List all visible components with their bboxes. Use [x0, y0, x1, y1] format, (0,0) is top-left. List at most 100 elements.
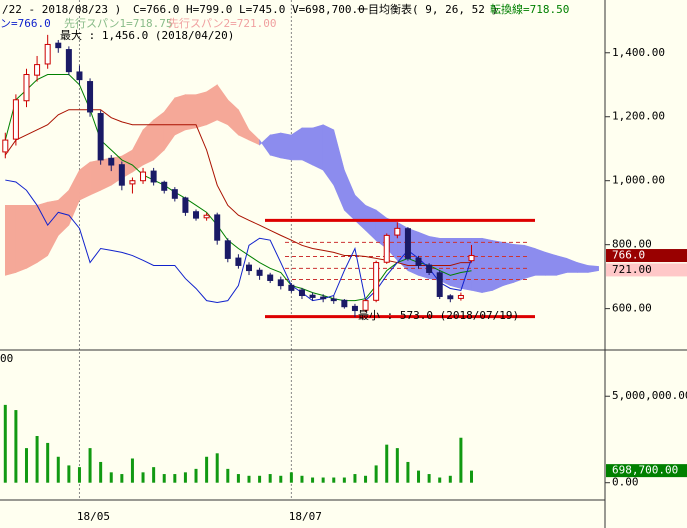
volume-bar	[236, 474, 240, 483]
candle-body	[161, 181, 168, 191]
y-tick-label: 600.00	[612, 302, 652, 315]
volume-bar	[46, 442, 50, 483]
volume-bar	[56, 456, 60, 483]
cloud-segment	[524, 244, 536, 279]
cloud-segment	[481, 237, 493, 294]
volume-bar	[385, 444, 389, 483]
volume-bar	[14, 410, 18, 483]
volume-bar	[353, 474, 357, 483]
candle-body	[129, 180, 136, 185]
cloud-segment	[195, 91, 207, 129]
candle-body	[362, 300, 369, 311]
candle-body	[468, 255, 475, 262]
x-tick-label: 18/07	[289, 510, 322, 523]
volume-bar	[459, 437, 463, 483]
candle-body	[309, 294, 316, 298]
volume-bar	[279, 475, 283, 483]
candle-body	[298, 289, 305, 297]
candle-body	[44, 43, 51, 65]
cloud-segment	[513, 244, 525, 283]
volume-bar	[120, 474, 124, 483]
volume-tag	[606, 464, 687, 478]
cloud-segment	[587, 265, 599, 273]
volume-bar	[395, 448, 399, 483]
volume-bar	[342, 477, 346, 483]
header-indicator: 一目均衡表( 9, 26, 52 )	[357, 2, 498, 16]
candle-body	[2, 139, 9, 153]
cloud-segment	[555, 255, 568, 276]
candle-body	[108, 157, 115, 166]
volume-tick-label: 0.00	[612, 476, 639, 489]
cloud-segment	[36, 201, 48, 264]
volume-bar	[417, 470, 421, 483]
candle-body	[55, 42, 62, 49]
candle-body	[97, 113, 104, 161]
candle-body	[140, 171, 147, 182]
candle-body	[203, 214, 210, 219]
cloud-segment	[206, 84, 218, 126]
volume-bar	[226, 468, 230, 483]
volume-bar	[130, 458, 134, 483]
volume-bar	[205, 456, 209, 483]
candle-body	[404, 228, 411, 259]
volume-bar	[152, 467, 156, 483]
annotation-max: 最大 : 1,456.0 (2018/04/20)	[60, 28, 234, 42]
price-tag	[606, 263, 687, 277]
cloud-segment	[312, 124, 324, 171]
candle-body	[214, 214, 221, 241]
candle-body	[383, 234, 390, 263]
candle-body	[436, 272, 443, 297]
cloud-segment	[545, 251, 557, 276]
candle-body	[267, 274, 274, 281]
volume-bar	[173, 474, 177, 483]
volume-bar	[438, 477, 442, 483]
y-tick-label: 1,400.00	[612, 46, 665, 59]
price-tag-label: 766.0	[612, 249, 645, 262]
price-tag-label: 721.00	[612, 263, 652, 276]
y-tick-label: 1,000.00	[612, 174, 665, 187]
volume-bar	[183, 472, 187, 483]
candle-body	[12, 99, 19, 140]
candle-body	[171, 189, 178, 199]
volume-bar	[289, 472, 293, 483]
volume-bar	[364, 475, 368, 483]
volume-bar	[99, 461, 103, 483]
volume-bar	[374, 465, 378, 483]
y-tick-label: 1,200.00	[612, 110, 665, 123]
candle-body	[426, 264, 433, 273]
volume-bar	[448, 475, 452, 483]
candle-body	[224, 240, 231, 259]
candle-body	[76, 71, 83, 81]
indicator-line	[4, 74, 472, 302]
candle-body	[118, 164, 125, 186]
volume-bar	[321, 477, 325, 483]
volume-bar	[268, 474, 272, 483]
candle-body	[373, 262, 380, 301]
candle-body	[23, 74, 30, 102]
candle-body	[447, 295, 454, 300]
header-range: /22 - 2018/08/23 )	[2, 3, 121, 16]
volume-bar	[109, 472, 113, 483]
volume-bar	[427, 474, 431, 483]
cloud-segment	[492, 240, 504, 291]
y-tick-label: 800.00	[612, 238, 652, 251]
candle-body	[182, 197, 189, 213]
candle-body	[457, 295, 464, 299]
candle-body	[415, 257, 422, 266]
candle-body	[245, 264, 252, 272]
indicator-line	[5, 179, 472, 304]
cloud-segment	[15, 205, 27, 273]
annotation-min: 最小 : 573.0 (2018/07/19)	[358, 309, 519, 322]
header-span1: 先行スパン1=718.75	[64, 17, 173, 30]
candle-body	[351, 305, 358, 312]
candle-body	[341, 299, 348, 308]
header-ohlcv: C=766.0 H=799.0 L=745.0 V=698,700.0	[133, 3, 365, 16]
header-tenkan: 転換線=718.50	[490, 2, 569, 16]
x-tick-label: 18/05	[77, 510, 110, 523]
volume-bar	[3, 404, 7, 483]
header-chikou: ン=766.0	[0, 17, 51, 30]
volume-bar	[406, 461, 410, 483]
cloud-segment	[26, 205, 38, 269]
candle-body	[34, 64, 41, 76]
candle-body	[320, 296, 327, 300]
